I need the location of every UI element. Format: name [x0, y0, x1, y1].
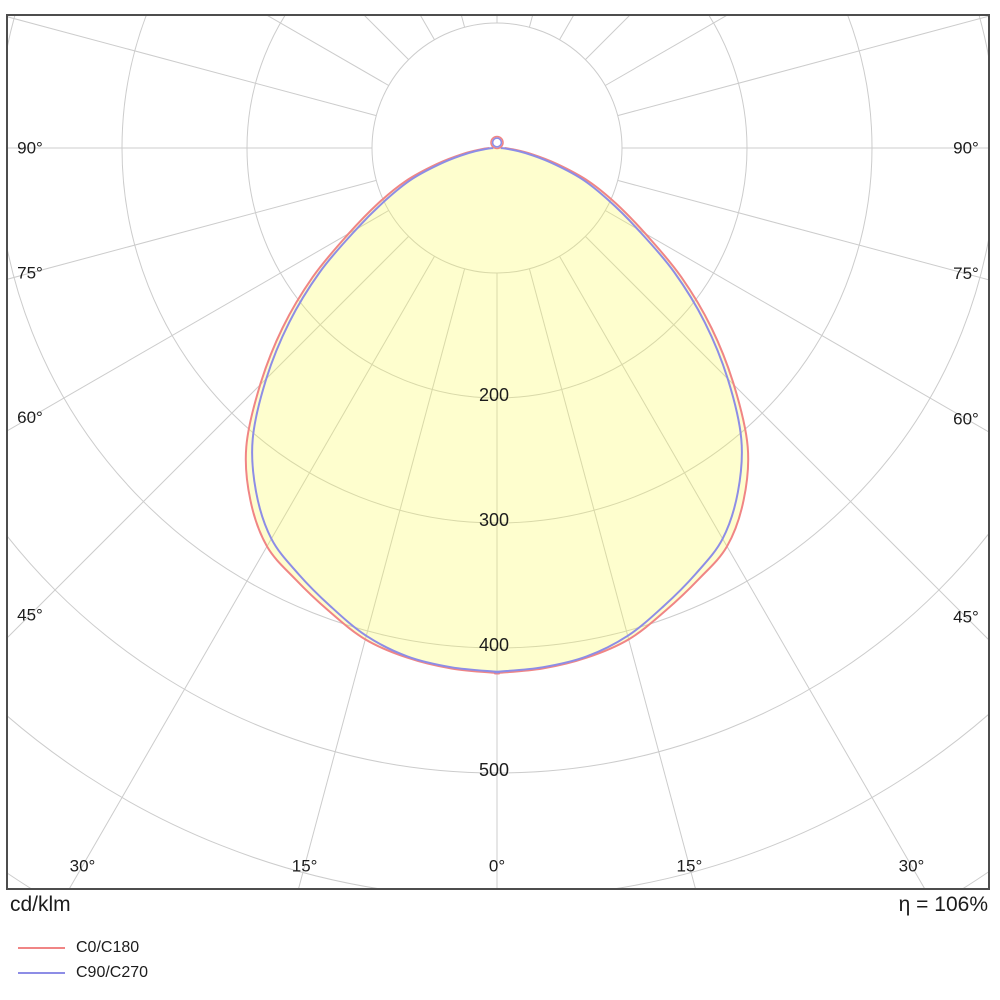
grid-radial	[559, 256, 926, 889]
units-label: cd/klm	[10, 893, 71, 916]
grid-radial	[617, 179, 989, 281]
grid-radial	[7, 179, 377, 280]
angle-label: 45°	[17, 606, 43, 625]
legend-line-c90-icon	[18, 971, 65, 974]
grid-radial	[265, 15, 389, 86]
grid-radial	[297, 268, 466, 889]
angle-label: 30°	[899, 857, 925, 876]
ring-label: 500	[479, 760, 509, 780]
grid-radial	[585, 236, 989, 641]
angle-label: 60°	[953, 409, 979, 428]
grid-radial	[419, 15, 435, 40]
grid-radial	[528, 268, 697, 889]
legend-item-c0: C0/C180	[0, 935, 148, 960]
grid-radial	[528, 15, 534, 28]
grid-radial	[605, 15, 729, 86]
grid-radial	[617, 15, 989, 117]
angle-label: 30°	[70, 857, 96, 876]
legend-label-c0: C0/C180	[76, 938, 140, 956]
angle-label: 90°	[17, 139, 43, 158]
legend-line-c0-icon	[18, 946, 65, 949]
ring-label: 400	[479, 635, 509, 655]
ring-label: 300	[479, 510, 509, 530]
ring-label: 200	[479, 385, 509, 405]
angle-label: 75°	[953, 264, 979, 283]
legend-label-c90: C90/C270	[76, 963, 149, 981]
legend-item-c90: C90/C270	[0, 960, 148, 985]
curve-c0-c180	[244, 147, 750, 675]
grid-radial	[460, 15, 466, 28]
curve-c90-c270	[251, 147, 743, 674]
intensity-fill	[245, 148, 749, 674]
grid-radial	[559, 15, 575, 40]
angle-label: 45°	[953, 608, 979, 627]
luminaire-symbol-inner-icon	[491, 137, 503, 148]
grid-radial	[605, 210, 989, 433]
angle-label: 15°	[677, 857, 703, 876]
angle-label: 15°	[292, 857, 318, 876]
grid-radial	[7, 16, 377, 117]
angle-label: 0°	[489, 857, 505, 876]
angle-label: 75°	[17, 264, 43, 283]
angle-label: 90°	[953, 139, 979, 158]
legend: C0/C180 C90/C270	[0, 935, 148, 985]
efficiency-label: η = 106%	[898, 893, 988, 916]
grid-radial	[7, 210, 389, 432]
grid-radial	[68, 256, 435, 889]
angle-label: 60°	[17, 408, 43, 427]
grid-radial	[363, 15, 409, 60]
chart-frame	[6, 14, 990, 890]
grid-radial	[7, 236, 409, 639]
